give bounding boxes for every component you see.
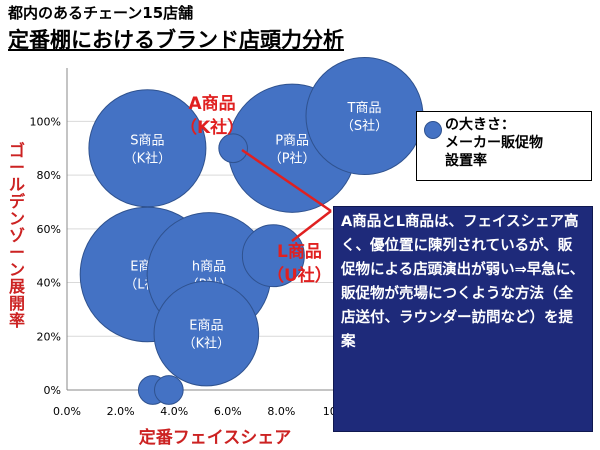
callout-l-product: L商品 （U社）: [267, 240, 332, 288]
bubble-label-company: （K社）: [124, 150, 172, 166]
analysis-note: A商品とL商品は、フェイスシェア高く、優位置に陳列されているが、販促物による店頭…: [333, 206, 593, 432]
callout-l-name: L商品: [276, 242, 322, 262]
y-axis-label: ゴールデンゾーン展開率: [8, 141, 25, 330]
bubble-label-product: S商品: [130, 133, 164, 148]
bubble-label-company: （K社）: [183, 336, 231, 352]
bubble: [218, 133, 248, 164]
x-tick-label: 6.0%: [214, 405, 242, 418]
callout-a-product: A商品 （K社）: [180, 92, 244, 140]
y-tick-label: 0%: [44, 384, 61, 397]
callout-lines: [241, 148, 332, 242]
bubble-label-product: E商品: [189, 319, 223, 334]
bubble-label-product: T商品: [347, 101, 382, 116]
bubble-label-product: P商品: [275, 133, 309, 148]
callout-a-company: （K社）: [180, 118, 245, 138]
tick-labels: 0%20%40%60%80%100%0.0%2.0%4.0%6.0%8.0%10…: [30, 115, 348, 418]
bubble: [153, 280, 260, 387]
y-tick-label: 20%: [37, 330, 61, 343]
legend-text: の大きさ： メーカー販促物 設置率: [445, 116, 543, 170]
y-tick-label: 40%: [37, 277, 61, 290]
bubble: [241, 224, 305, 288]
page-title: 定番棚におけるブランド店頭力分析: [8, 28, 344, 52]
y-tick-label: 80%: [37, 169, 61, 182]
x-tick-label: 2.0%: [107, 405, 135, 418]
bubble: [154, 375, 184, 405]
callout-line-a: [241, 148, 332, 213]
x-axis-label: 定番フェイスシェア: [139, 427, 292, 448]
legend-line-1: の大きさ：: [445, 117, 515, 133]
bubble: [88, 89, 207, 208]
bubble-legend-icon: [424, 121, 442, 139]
y-tick-label: 100%: [30, 115, 61, 128]
callout-line-l: [291, 210, 332, 242]
axes: [66, 68, 334, 391]
legend-line-2: メーカー販促物: [445, 135, 543, 151]
x-tick-label: 0.0%: [53, 405, 81, 418]
bubble-label-company: （P社）: [269, 150, 316, 166]
y-tick-label: 60%: [37, 223, 61, 236]
callout-a-name: A商品: [188, 94, 236, 114]
bubble-label-product: h商品: [192, 260, 226, 275]
bubbles: S商品（K社）P商品（P社）T商品（S社）E商品（L社）h商品（P社）E商品（K…: [79, 57, 424, 405]
x-tick-label: 4.0%: [160, 405, 188, 418]
legend: の大きさ： メーカー販促物 設置率: [416, 111, 592, 181]
legend-line-3: 設置率: [445, 153, 487, 169]
callout-l-company: （U社）: [267, 266, 332, 286]
bubble-label-company: （S社）: [341, 118, 388, 134]
x-tick-label: 8.0%: [267, 405, 295, 418]
subtitle: 都内のあるチェーン15店舗: [8, 4, 194, 22]
